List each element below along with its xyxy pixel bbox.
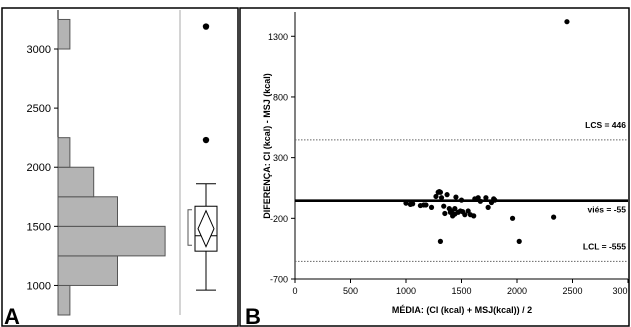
scatter-point [438,195,445,201]
x-tick-label: 300 [612,286,627,296]
y-tick-label: -700 [270,275,288,285]
scatter-point [516,238,522,244]
x-tick-label: 1000 [396,286,416,296]
y-tick-label: -200 [270,214,288,224]
scatter-point [441,203,447,209]
x-tick-label: 0 [292,286,297,296]
panel-a: 1000 1500 2000 2500 3000 A [1,7,239,327]
reference-line-label: viés = -55 [587,205,626,215]
panel-b-letter: B [245,304,261,327]
histogram-bar [57,137,71,168]
scatter-point [564,19,570,25]
y-tick-label: 1000 [27,280,51,292]
scatter-point [452,206,458,212]
scatter-point [442,210,448,217]
histogram-bars [57,18,166,316]
scatter-point [437,238,444,244]
scatter-point [444,192,450,198]
histogram-bar [57,196,118,227]
y-tick-label: 1500 [27,221,51,233]
panel-a-frame [1,7,239,327]
scatter-point [453,194,459,200]
y-tick-label: 3000 [27,44,51,56]
x-tick-label: 2500 [562,286,582,296]
y-tick-label: 2000 [27,162,51,174]
scatter-point [437,189,444,195]
panel-a-y-ticks: 1000 1500 2000 2500 3000 [27,44,58,292]
scatter-point [458,197,465,203]
scatter-point [509,215,516,221]
scatter-point [483,195,489,201]
scatter-point [462,212,468,218]
outlier-point [202,136,210,144]
scatter-point [403,200,409,206]
y-tick-label: 1300 [268,32,288,42]
scatter-point [477,198,483,204]
y-tick-label: 300 [273,153,288,163]
histogram-bar [57,255,118,286]
reference-line-label: LCL = -555 [583,241,626,251]
mean-diamond [197,209,215,248]
histogram-bar [57,284,71,316]
panel-b-y-ticks: -700 -200 300 800 1300 [268,32,295,285]
reference-line-label: LCS = 446 [585,120,626,130]
y-axis-label: DIFERENÇA: CI (kcal) - MSJ (kcal) [262,73,272,219]
panel-b: LCS = 446 viés = -55 LCL = -555 -700 -200 30… [239,7,630,327]
x-tick-label: 2000 [507,286,527,296]
scatter-point [492,197,498,203]
panel-a-letter: A [4,304,20,327]
scatter-point [428,204,435,210]
scatter-point [471,213,477,219]
scatter-point [433,193,439,200]
histogram-bar [57,18,71,50]
y-tick-label: 2500 [27,103,51,115]
histogram-bar [57,166,95,198]
scatter-points [403,19,570,244]
scatter-point [485,204,491,210]
histogram-bar [57,225,166,257]
scatter-point [410,201,416,207]
shortest-half-bracket [187,209,192,246]
scatter-point [551,214,557,220]
outlier-point [202,23,210,30]
boxplot [187,23,218,291]
panel-b-frame [239,7,630,327]
y-tick-label: 800 [273,92,288,102]
panel-b-x-ticks: 0 500 1000 1500 2000 2500 300 [292,279,629,296]
reference-lines: LCS = 446 viés = -55 LCL = -555 [295,120,628,262]
x-axis-label: MÉDIA: (CI (kcal) + MSJ(kcal)) / 2 [392,305,532,315]
scatter-point [423,202,429,208]
x-tick-label: 1500 [451,286,471,296]
x-tick-label: 500 [343,286,358,296]
